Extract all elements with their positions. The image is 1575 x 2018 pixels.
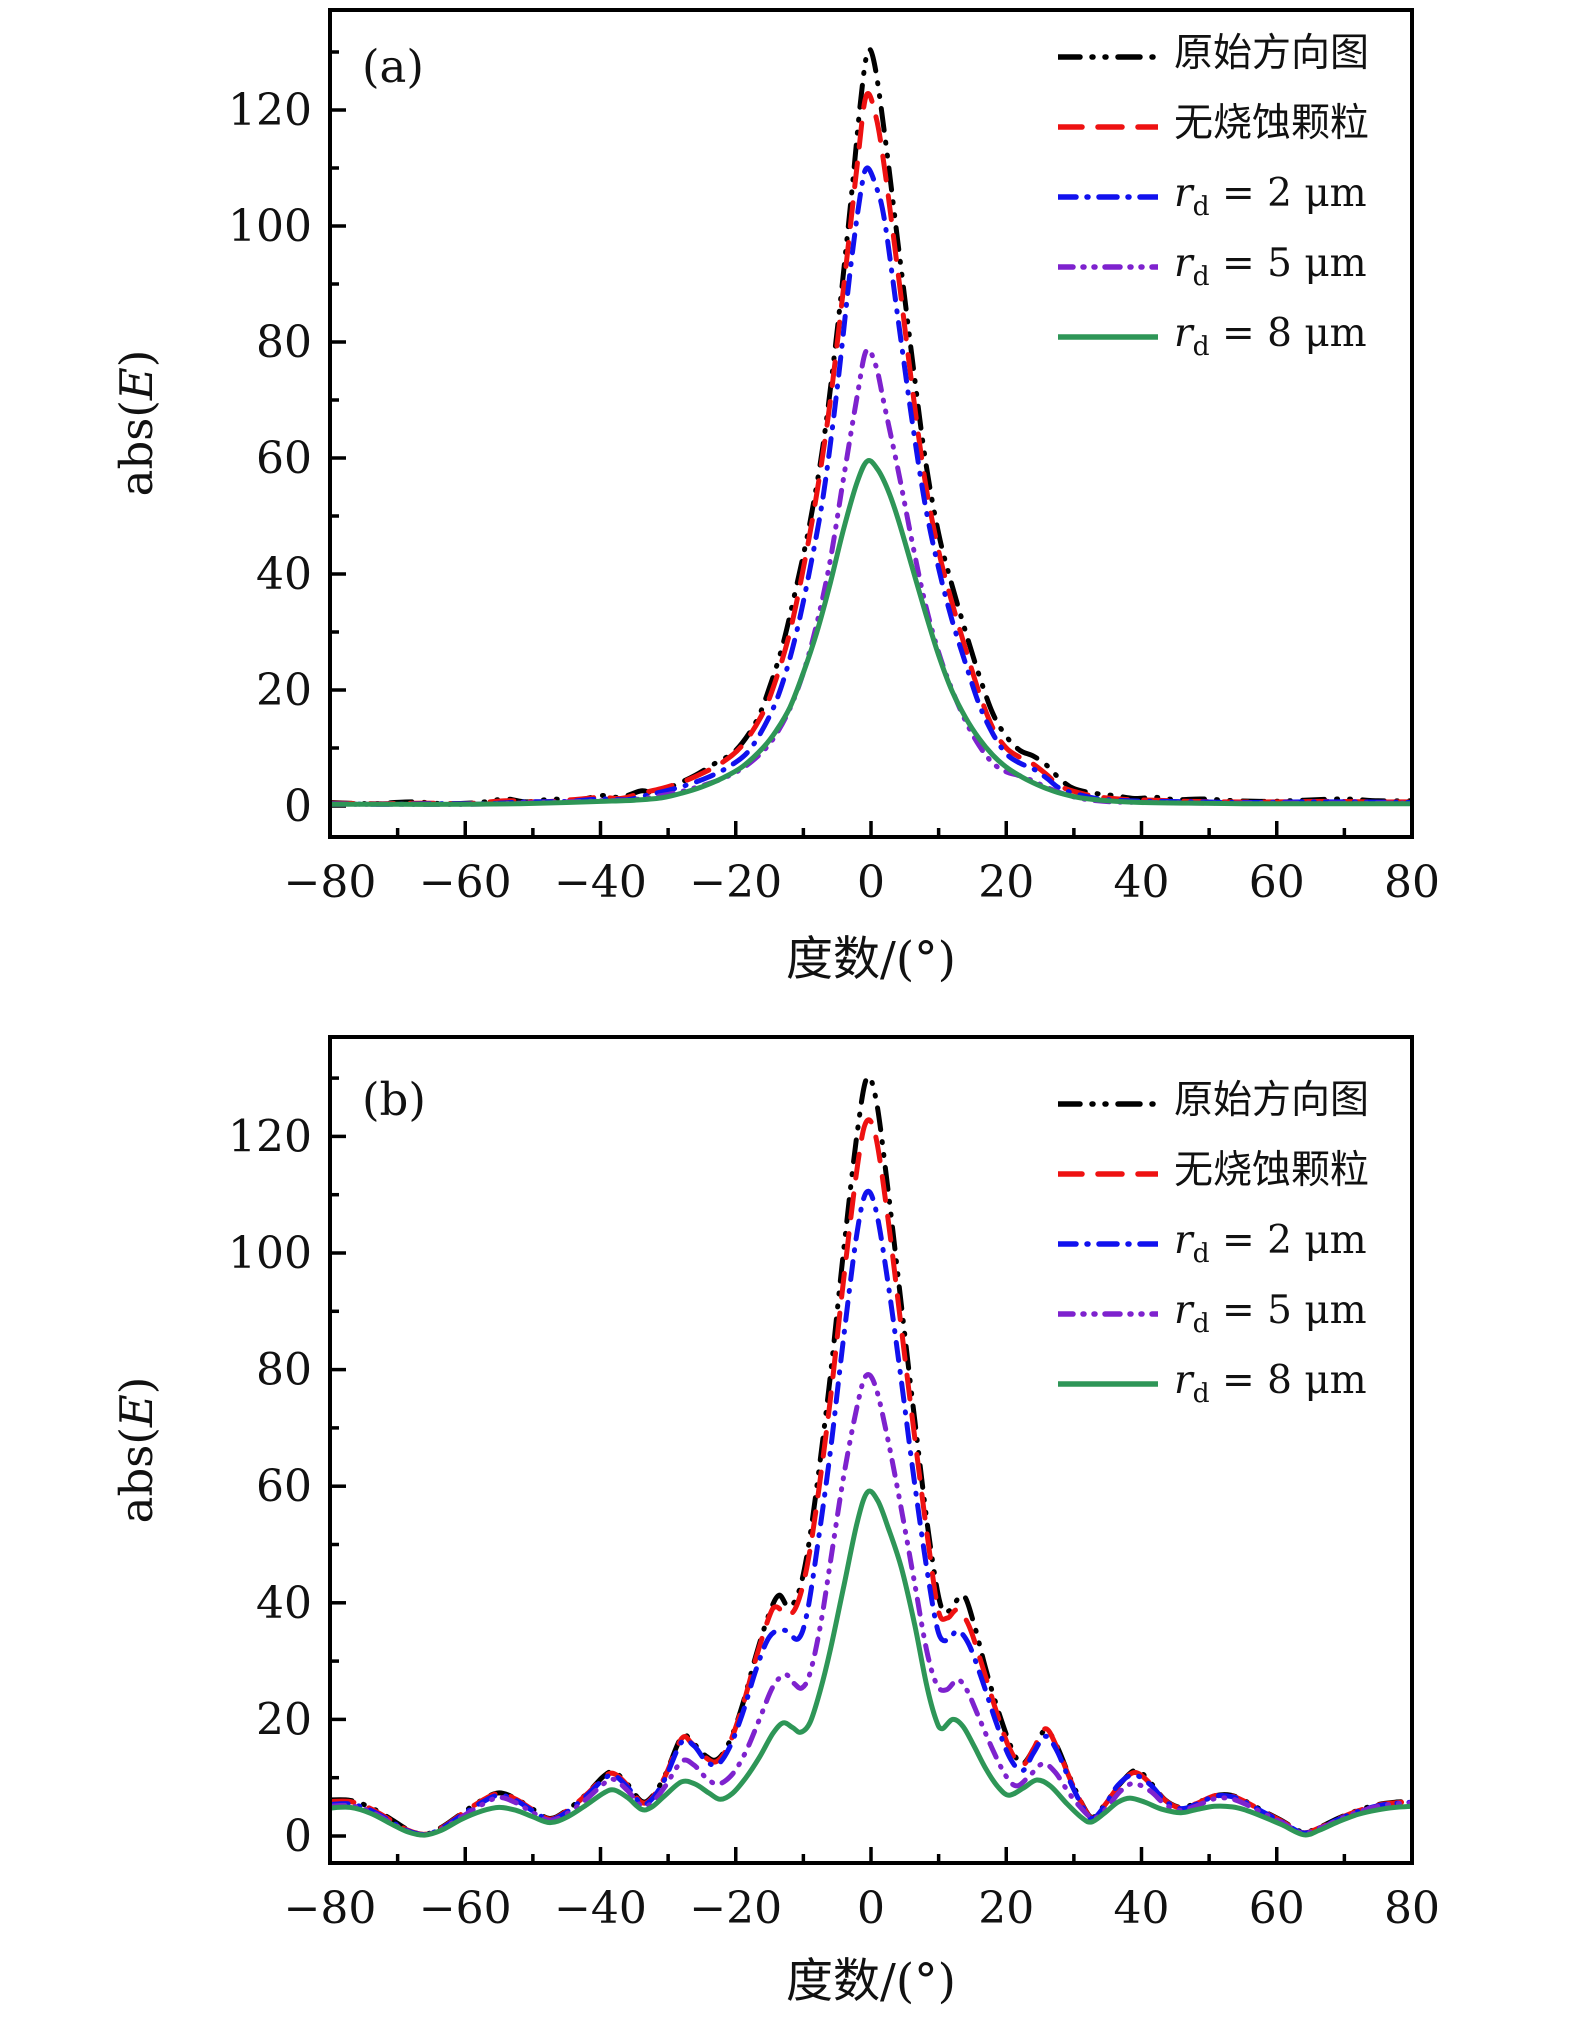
legend-label: 原始方向图 — [1174, 30, 1370, 76]
y-tick-label: 80 — [256, 317, 312, 368]
legend-swatch-rd-8um-icon — [1058, 1381, 1158, 1387]
y-tick-label: 20 — [256, 665, 312, 716]
chart-a-canvas: −80 −60 −40 −20 0 20 40 60 80 0 20 40 60 80 100 120 (a)… — [110, 8, 1440, 987]
y-tick-label: 60 — [256, 433, 312, 484]
legend-item-no-ablation: 无烧蚀颗粒 — [1058, 1139, 1410, 1209]
y-tick-label: 120 — [228, 85, 312, 136]
y-tick-label: 40 — [256, 1578, 312, 1629]
x-tick-label: −20 — [689, 857, 782, 908]
series-line-rd-2um — [330, 165, 1412, 807]
legend-swatch-no-ablation-icon — [1058, 1171, 1158, 1177]
axis-ticks — [328, 1076, 1414, 1863]
legend-label: 无烧蚀颗粒 — [1174, 1147, 1370, 1193]
series-group — [330, 1074, 1412, 1838]
y-tick-label: 0 — [284, 781, 312, 832]
legend-label: rd = 8 μm — [1174, 310, 1367, 362]
legend-item-rd-8um: rd = 8 μm — [1058, 302, 1410, 372]
x-tick-label: 80 — [1384, 857, 1440, 908]
legend-item-rd-8um: rd = 8 μm — [1058, 1349, 1410, 1419]
x-tick-label: −60 — [419, 857, 512, 908]
y-tick-label: 80 — [256, 1345, 312, 1396]
legend-swatch-original-icon — [1058, 54, 1158, 60]
legend-item-original: 原始方向图 — [1058, 22, 1410, 92]
legend-item-original: 原始方向图 — [1058, 1069, 1410, 1139]
panel-label-b: (b) — [362, 1073, 426, 1126]
legend-label: rd = 2 μm — [1174, 1217, 1367, 1269]
legend-label: rd = 5 μm — [1174, 240, 1367, 292]
y-axis-title-b: abs(E) — [110, 1377, 163, 1524]
panel-label-a: (a) — [362, 40, 424, 93]
legend-item-rd-2um: rd = 2 μm — [1058, 162, 1410, 232]
legend-swatch-rd-2um-icon — [1058, 1241, 1158, 1247]
legend-label: rd = 2 μm — [1174, 170, 1367, 222]
x-tick-label: −40 — [554, 857, 647, 908]
legend-label: rd = 5 μm — [1174, 1287, 1367, 1339]
legend-label: 原始方向图 — [1174, 1077, 1370, 1123]
x-tick-label: 0 — [857, 1883, 885, 1934]
x-tick-label: 60 — [1249, 857, 1305, 908]
chart-b-canvas: −80 −60 −40 −20 0 20 40 60 80 0 20 40 60 80 100 120 (b)… — [110, 1035, 1440, 2009]
legend-b: 原始方向图 无烧蚀颗粒 rd = 2 μm rd = 5 μm rd = 8 μ… — [1058, 1069, 1410, 1419]
x-tick-label: −60 — [419, 1883, 512, 1934]
x-tick-label: 0 — [857, 857, 885, 908]
x-tick-label: 20 — [978, 857, 1034, 908]
plot-area-a: −80 −60 −40 −20 0 20 40 60 80 0 20 40 60 80 100 120 — [228, 8, 1440, 908]
panel-b: −80 −60 −40 −20 0 20 40 60 80 0 20 40 60 80 100 120 (b)… — [0, 1009, 1575, 2018]
y-tick-label: 0 — [284, 1811, 312, 1862]
y-tick-label: 40 — [256, 549, 312, 600]
legend-swatch-rd-5um-icon — [1058, 264, 1158, 270]
y-tick-label: 120 — [228, 1111, 312, 1162]
legend-item-rd-5um: rd = 5 μm — [1058, 232, 1410, 302]
y-axis-title-a: abs(E) — [110, 350, 163, 497]
x-tick-label: −80 — [284, 1883, 377, 1934]
x-tick-label: −40 — [554, 1883, 647, 1934]
legend-label: rd = 8 μm — [1174, 1357, 1367, 1409]
x-tick-label: 40 — [1114, 857, 1170, 908]
series-line-rd-5um — [330, 1372, 1412, 1838]
legend-swatch-rd-5um-icon — [1058, 1311, 1158, 1317]
x-tick-label: 60 — [1249, 1883, 1305, 1934]
plot-area-b: −80 −60 −40 −20 0 20 40 60 80 0 20 40 60 80 100 120 — [228, 1035, 1440, 1934]
x-tick-label: −80 — [284, 857, 377, 908]
series-line-rd-8um — [330, 458, 1412, 807]
legend-item-rd-5um: rd = 5 μm — [1058, 1279, 1410, 1349]
legend-swatch-no-ablation-icon — [1058, 124, 1158, 130]
y-tick-label: 60 — [256, 1461, 312, 1512]
legend-label: 无烧蚀颗粒 — [1174, 100, 1370, 146]
series-group — [330, 46, 1412, 807]
axis-tick-labels: −80 −60 −40 −20 0 20 40 60 80 0 20 40 60 80 100 120 — [228, 1111, 1440, 1934]
legend-item-rd-2um: rd = 2 μm — [1058, 1209, 1410, 1279]
legend-swatch-rd-2um-icon — [1058, 194, 1158, 200]
axis-tick-labels: −80 −60 −40 −20 0 20 40 60 80 0 20 40 60 80 100 120 — [228, 85, 1440, 908]
legend-swatch-rd-8um-icon — [1058, 334, 1158, 340]
series-line-rd-2um — [330, 1188, 1412, 1838]
legend-swatch-original-icon — [1058, 1101, 1158, 1107]
panel-a: −80 −60 −40 −20 0 20 40 60 80 0 20 40 60 80 100 120 (a)… — [110, 8, 1440, 987]
plot-frame — [328, 8, 1414, 839]
y-tick-label: 20 — [256, 1694, 312, 1745]
legend-item-no-ablation: 无烧蚀颗粒 — [1058, 92, 1410, 162]
x-tick-label: 80 — [1384, 1883, 1440, 1934]
y-tick-label: 100 — [228, 201, 312, 252]
plot-frame — [328, 1035, 1414, 1865]
x-axis-title-a: 度数/(°) — [786, 932, 956, 987]
y-tick-label: 100 — [228, 1228, 312, 1279]
series-line-rd-8um — [330, 1488, 1412, 1838]
x-tick-label: 20 — [978, 1883, 1034, 1934]
legend-a: 原始方向图 无烧蚀颗粒 rd = 2 μm rd = 5 μm rd = 8 μ… — [1058, 22, 1410, 372]
series-line-rd-5um — [330, 347, 1412, 807]
x-axis-title-b: 度数/(°) — [786, 1954, 956, 2009]
x-tick-label: −20 — [689, 1883, 782, 1934]
x-tick-label: 40 — [1114, 1883, 1170, 1934]
